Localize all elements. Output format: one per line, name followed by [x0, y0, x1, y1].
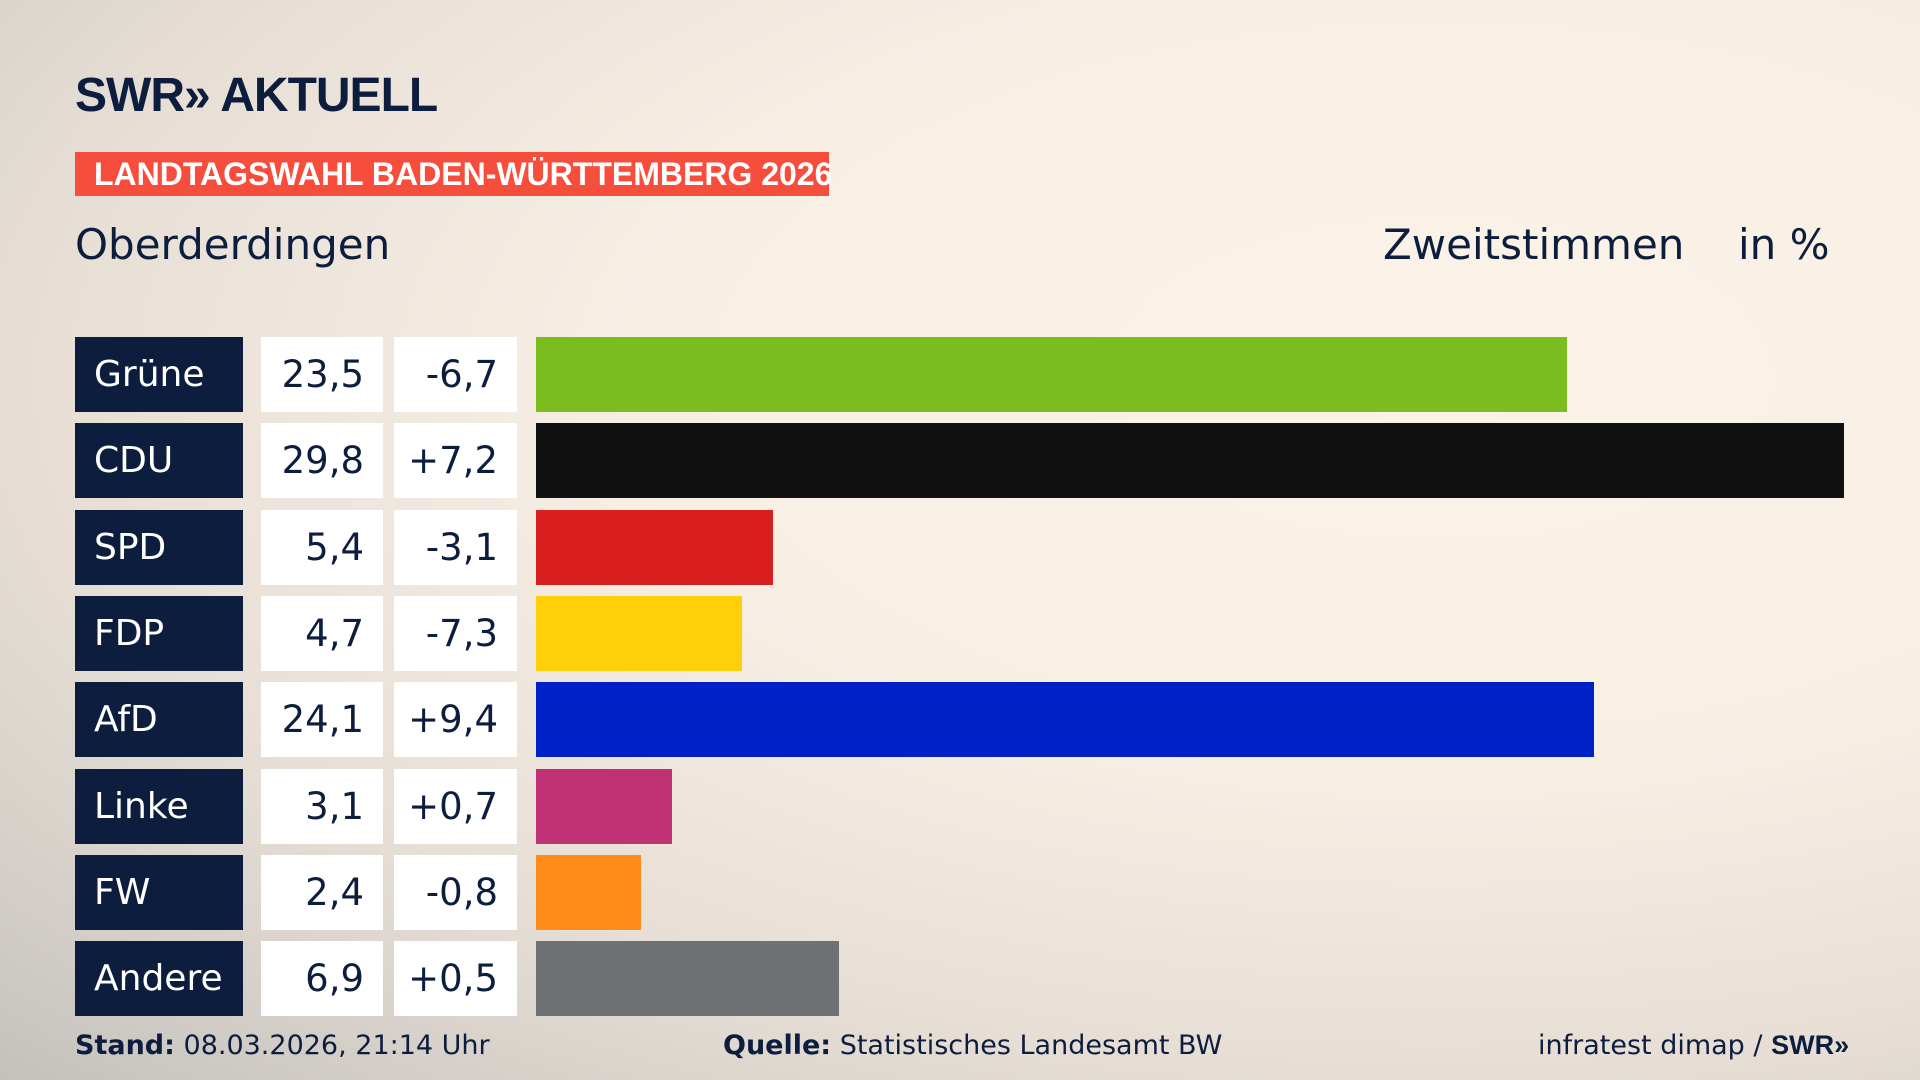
party-label: Andere	[75, 941, 243, 1017]
value-label: 29,8	[261, 423, 383, 499]
bar	[536, 423, 1844, 499]
bar	[536, 682, 1594, 758]
timestamp: Stand: 08.03.2026, 21:14 Uhr	[75, 1030, 490, 1061]
value-label: 24,1	[261, 682, 383, 758]
diff-label: +9,4	[394, 682, 517, 758]
party-label: Linke	[75, 768, 243, 844]
party-label: Grüne	[75, 337, 243, 412]
diff-label: -6,7	[394, 337, 517, 412]
stand-value: 08.03.2026, 21:14 Uhr	[183, 1030, 490, 1061]
diff-label: -0,8	[394, 854, 517, 930]
unit-label: in %	[1738, 220, 1830, 269]
measure-label: Zweitstimmen	[1383, 220, 1685, 269]
place-title: Oberderdingen	[75, 220, 391, 269]
election-banner: LANDTAGSWAHL BADEN-WÜRTTEMBERG 2026	[75, 152, 832, 196]
bar	[536, 595, 743, 671]
credit: infratest dimap / SWR»	[1538, 1030, 1849, 1061]
stand-label: Stand:	[75, 1030, 175, 1061]
chart-row: Andere 6,9 +0,5	[0, 941, 1920, 1017]
diff-label: -3,1	[394, 509, 517, 585]
source-value: Statistisches Landesamt BW	[839, 1030, 1223, 1061]
source-label: Quelle:	[723, 1030, 832, 1061]
party-label: CDU	[75, 423, 243, 499]
diff-label: -7,3	[394, 595, 517, 671]
chart-row: AfD 24,1 +9,4	[0, 682, 1920, 758]
value-label: 3,1	[261, 768, 383, 844]
value-label: 6,9	[261, 941, 383, 1017]
chart-row: Grüne 23,5 -6,7	[0, 337, 1920, 412]
chart-row: Linke 3,1 +0,7	[0, 768, 1920, 844]
bar	[536, 509, 774, 585]
source: Quelle: Statistisches Landesamt BW	[723, 1030, 1222, 1061]
diff-label: +0,5	[394, 941, 517, 1017]
party-label: SPD	[75, 509, 243, 585]
party-label: AfD	[75, 682, 243, 758]
diff-label: +0,7	[394, 768, 517, 844]
party-label: FW	[75, 854, 243, 930]
bar	[536, 854, 642, 930]
credit-text: infratest dimap /	[1538, 1030, 1772, 1061]
chart-row: FW 2,4 -0,8	[0, 854, 1920, 930]
value-label: 5,4	[261, 509, 383, 585]
value-label: 4,7	[261, 595, 383, 671]
chart-row: CDU 29,8 +7,2	[0, 423, 1920, 499]
bar	[536, 337, 1568, 412]
bar	[536, 768, 673, 844]
chart-row: FDP 4,7 -7,3	[0, 595, 1920, 671]
chart-row: SPD 5,4 -3,1	[0, 509, 1920, 585]
diff-label: +7,2	[394, 423, 517, 499]
bar	[536, 941, 839, 1017]
swr-aktuell-logo: SWR» AKTUELL	[75, 69, 438, 122]
swr-logo: SWR»	[1771, 1030, 1850, 1060]
value-label: 23,5	[261, 337, 383, 412]
value-label: 2,4	[261, 854, 383, 930]
party-label: FDP	[75, 595, 243, 671]
